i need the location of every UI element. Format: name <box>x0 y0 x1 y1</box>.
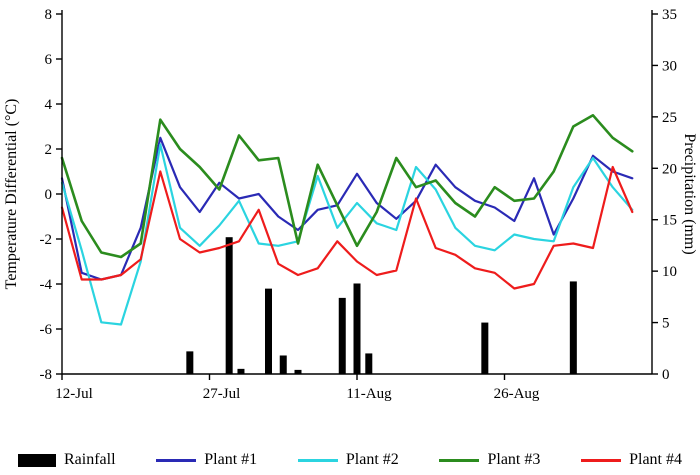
legend-label-plant-3: Plant #3 <box>487 451 541 468</box>
legend-item-plant-1: Plant #1 <box>156 451 257 469</box>
x-tick-label: 11-Aug <box>346 386 392 402</box>
rainfall-bar <box>294 369 302 374</box>
x-tick-label: 12-Jul <box>55 386 93 402</box>
y-right-tick-label: 20 <box>662 161 677 177</box>
rainfall-bar <box>225 237 233 374</box>
y-right-tick-label: 25 <box>662 110 677 126</box>
rainfall-bar <box>569 281 577 374</box>
rainfall-bar <box>365 353 373 374</box>
series-line-4 <box>60 165 634 290</box>
y-right-tick-label: 35 <box>662 7 677 23</box>
y-left-tick-label: -6 <box>40 322 53 338</box>
plant-3-line-swatch-icon <box>439 458 480 462</box>
legend-label-plant-4: Plant #4 <box>629 451 682 468</box>
plant-4-line-swatch-icon <box>581 458 622 462</box>
y-left-tick-label: 0 <box>45 187 53 203</box>
legend-item-plant-3: Plant #3 <box>439 451 540 469</box>
rainfall-bar <box>265 288 272 374</box>
y-left-tick-label: -8 <box>40 367 53 383</box>
series-line-3 <box>60 114 634 259</box>
x-tick-label: 26-Aug <box>494 386 540 402</box>
y-left-tick-label: -2 <box>40 232 53 248</box>
legend-label-rainfall: Rainfall <box>64 451 116 468</box>
plant-2-line-swatch-icon <box>297 458 338 462</box>
rainfall-bar <box>481 322 489 374</box>
chart: Temperature Differential (°C) Precipitat… <box>3 7 698 402</box>
rainfall-bar <box>338 297 346 374</box>
y-right-tick-label: 15 <box>662 213 677 229</box>
y-right-tick-label: 0 <box>662 367 670 383</box>
series-line-1 <box>60 136 634 281</box>
rainfall-bar <box>186 351 194 374</box>
series-line-2 <box>60 143 634 326</box>
legend-label-plant-1: Plant #1 <box>204 451 258 468</box>
rainfall-bar <box>279 355 287 374</box>
y-left-axis-title: Temperature Differential (°C) <box>3 99 20 290</box>
y-right-tick-label: 5 <box>662 316 670 332</box>
legend: Rainfall Plant #1 Plant #2 Plant #3 Plan… <box>0 451 700 469</box>
legend-item-plant-4: Plant #4 <box>581 451 682 469</box>
y-right-axis-title: Precipitation (mm) <box>681 133 698 254</box>
rainfall-bar <box>237 368 245 374</box>
y-left-tick-label: -4 <box>40 277 53 293</box>
y-left-tick-label: 8 <box>45 7 53 23</box>
rainfall-swatch-icon <box>18 453 56 467</box>
y-left-tick-label: 6 <box>45 52 53 68</box>
legend-item-rainfall: Rainfall <box>18 451 116 469</box>
legend-label-plant-2: Plant #2 <box>345 451 399 468</box>
plant-1-line-swatch-icon <box>156 458 197 462</box>
y-left-tick-label: 4 <box>45 97 53 113</box>
plot-area: -8 -6 -4 -2 0 2 4 6 8 0 5 10 15 20 25 30 35 12-Jul 27-Jul 1… <box>40 7 678 402</box>
y-right-tick-label: 10 <box>662 264 677 280</box>
y-left-tick-label: 2 <box>45 142 53 158</box>
rainfall-bar <box>353 283 361 374</box>
x-tick-label: 27-Jul <box>203 386 241 402</box>
y-right-tick-label: 30 <box>662 58 677 74</box>
legend-item-plant-2: Plant #2 <box>297 451 399 469</box>
